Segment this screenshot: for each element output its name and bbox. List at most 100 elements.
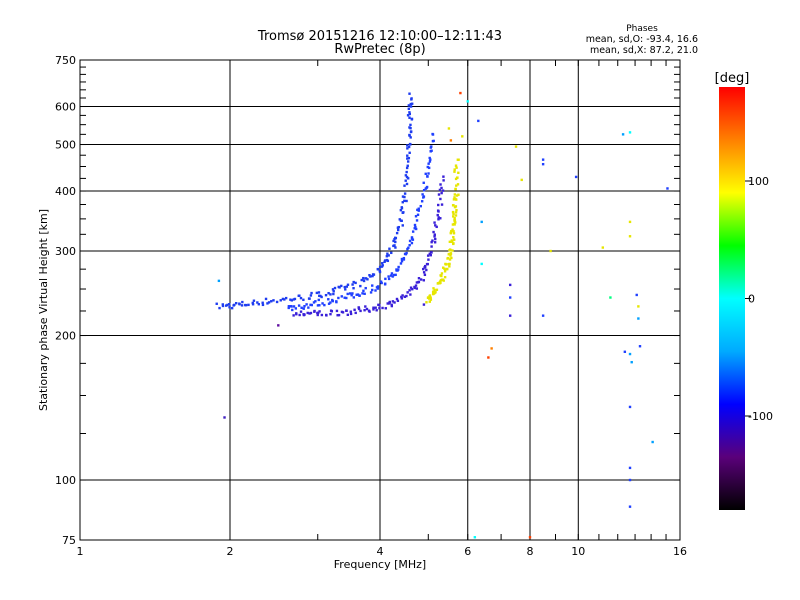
data-point (320, 295, 323, 299)
data-point (321, 302, 324, 305)
data-point (415, 219, 419, 222)
plot-frame (79, 59, 681, 541)
data-point (425, 185, 429, 189)
data-point (402, 256, 406, 260)
data-point (466, 100, 469, 103)
data-point (394, 236, 397, 240)
data-point (390, 304, 394, 308)
data-point (395, 231, 399, 235)
data-point (438, 188, 442, 192)
data-point (325, 314, 328, 317)
data-point (441, 189, 445, 192)
data-point (363, 292, 366, 295)
data-point (454, 214, 458, 217)
data-point (404, 174, 408, 177)
data-point (399, 219, 403, 222)
data-point (397, 265, 400, 269)
data-point (320, 313, 324, 317)
data-point (398, 218, 401, 221)
colorbar-label: [deg] (715, 71, 750, 86)
data-point (371, 284, 374, 287)
data-point (432, 230, 435, 234)
data-point (267, 301, 271, 304)
data-point (456, 176, 459, 179)
data-point (371, 288, 374, 292)
data-point (409, 286, 413, 289)
data-point (451, 249, 454, 252)
data-point (407, 156, 411, 160)
data-point (457, 171, 460, 174)
data-point (386, 252, 389, 255)
data-point (417, 209, 420, 212)
data-point (302, 298, 305, 302)
data-point (283, 298, 286, 301)
data-point (520, 178, 523, 182)
data-point (406, 177, 410, 180)
data-point (490, 347, 493, 350)
data-point (329, 309, 333, 312)
data-point (450, 256, 453, 260)
data-point (410, 98, 413, 101)
data-point (388, 247, 391, 250)
data-point (371, 273, 375, 276)
data-point (400, 295, 403, 299)
data-point (312, 301, 316, 304)
data-point (434, 291, 437, 294)
data-point (452, 236, 455, 239)
data-point (453, 217, 456, 220)
data-point (451, 240, 454, 244)
data-point (374, 289, 377, 292)
data-point (380, 265, 384, 268)
data-point (405, 182, 409, 186)
data-point (541, 162, 545, 166)
data-point (461, 135, 464, 138)
data-point (226, 303, 229, 307)
data-point (508, 296, 512, 299)
data-point (369, 291, 373, 294)
data-point (383, 259, 387, 262)
data-point (432, 292, 436, 295)
data-point (411, 238, 415, 241)
data-point (379, 280, 383, 283)
data-point (383, 260, 386, 263)
data-point (455, 208, 458, 212)
data-point (256, 301, 259, 304)
data-point (389, 274, 393, 277)
data-point (345, 309, 348, 312)
data-point (440, 272, 444, 275)
data-point (635, 293, 638, 297)
data-point (425, 268, 428, 272)
data-point (407, 246, 410, 249)
data-point (221, 303, 225, 306)
data-point (323, 303, 326, 307)
data-point (371, 274, 374, 278)
data-point (337, 313, 341, 317)
data-point (450, 239, 453, 242)
data-point (310, 303, 314, 307)
data-point (440, 191, 443, 195)
data-point (349, 312, 353, 316)
data-point (419, 204, 422, 208)
data-point (405, 170, 408, 174)
data-point (381, 264, 384, 267)
data-point (318, 304, 321, 307)
chart-subtitle: RwPretec (8p) (334, 42, 425, 57)
data-point (241, 300, 244, 304)
data-point (349, 310, 352, 313)
data-point (414, 227, 418, 231)
data-point (435, 288, 439, 291)
data-point (362, 279, 366, 283)
data-point (450, 229, 453, 233)
data-point (426, 165, 429, 169)
data-point (397, 268, 400, 271)
data-point (324, 293, 328, 297)
data-point (457, 193, 460, 196)
data-point (303, 313, 306, 316)
y-tick-label: 600 (55, 101, 76, 114)
data-point (628, 131, 632, 134)
data-point (369, 275, 372, 278)
data-point (439, 197, 442, 201)
data-point (413, 285, 416, 289)
data-point (400, 260, 404, 263)
